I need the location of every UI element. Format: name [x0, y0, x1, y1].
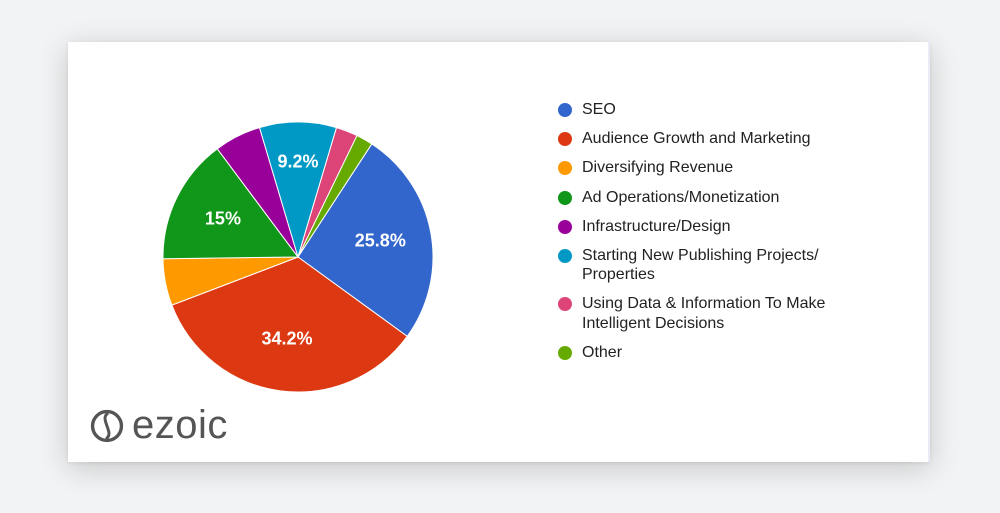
legend-item: Starting New Publishing Projects/ Proper…: [558, 246, 908, 284]
legend-label: Ad Operations/Monetization: [582, 188, 779, 207]
legend-swatch: [558, 103, 572, 117]
pie-chart: 25.8% 34.2% 15% 9.2%: [148, 107, 448, 407]
legend-swatch: [558, 161, 572, 175]
legend-swatch: [558, 191, 572, 205]
legend-swatch: [558, 132, 572, 146]
legend-label: Using Data & Information To Make Intelli…: [582, 294, 882, 332]
legend-item: Using Data & Information To Make Intelli…: [558, 294, 908, 332]
chart-card: 25.8% 34.2% 15% 9.2% SEO Audience Growth and…: [68, 42, 930, 462]
legend-label: Infrastructure/Design: [582, 217, 731, 236]
chart-legend: SEO Audience Growth and Marketing Diversif…: [558, 100, 908, 372]
legend-item: Diversifying Revenue: [558, 158, 908, 177]
legend-item: Other: [558, 343, 908, 362]
legend-swatch: [558, 346, 572, 360]
pie-slice-label: 9.2%: [277, 151, 318, 171]
legend-swatch: [558, 220, 572, 234]
legend-swatch: [558, 249, 572, 263]
legend-item: Infrastructure/Design: [558, 217, 908, 236]
legend-label: SEO: [582, 100, 616, 119]
legend-item: Ad Operations/Monetization: [558, 188, 908, 207]
legend-label: Audience Growth and Marketing: [582, 129, 811, 148]
legend-item: SEO: [558, 100, 908, 119]
legend-label: Starting New Publishing Projects/ Proper…: [582, 246, 882, 284]
legend-item: Audience Growth and Marketing: [558, 129, 908, 148]
legend-swatch: [558, 297, 572, 311]
ezoic-icon: [90, 409, 124, 443]
brand-name: ezoic: [132, 403, 228, 448]
brand-logo: ezoic: [90, 403, 228, 448]
legend-label: Diversifying Revenue: [582, 158, 733, 177]
pie-slice-label: 34.2%: [261, 329, 312, 349]
pie-slice-label: 15%: [205, 209, 241, 229]
pie-slice-label: 25.8%: [355, 231, 406, 251]
legend-label: Other: [582, 343, 622, 362]
